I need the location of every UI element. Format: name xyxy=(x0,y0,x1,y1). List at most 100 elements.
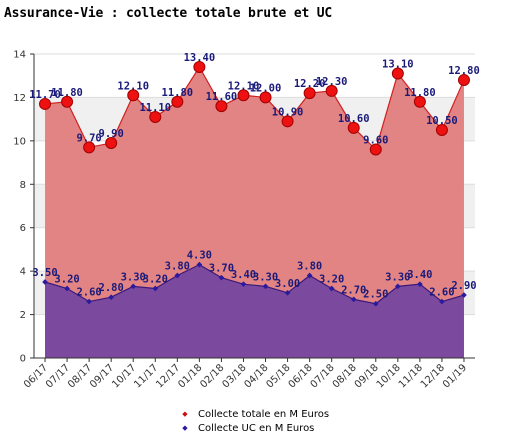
data-label-total: 12.00 xyxy=(250,82,282,94)
data-label-total: 11.80 xyxy=(51,87,83,99)
data-point-total xyxy=(259,91,272,104)
data-label-total: 12.80 xyxy=(448,65,480,77)
data-label-uc: 3.20 xyxy=(54,274,79,286)
data-label-uc: 3.50 xyxy=(32,267,57,279)
x-tick-label: 10/18 xyxy=(375,362,403,390)
legend-item-total: ◆ Collecte totale en M Euros xyxy=(178,407,329,421)
data-label-total: 10.50 xyxy=(426,115,458,127)
data-label-total: 11.10 xyxy=(139,102,171,114)
data-point-uc xyxy=(196,261,203,268)
data-point-uc xyxy=(350,296,357,303)
x-tick-label: 01/18 xyxy=(176,362,204,390)
data-point-total xyxy=(215,100,228,113)
x-tick-label: 11/18 xyxy=(397,362,425,390)
data-label-uc: 2.60 xyxy=(429,287,454,299)
data-point-uc xyxy=(152,285,159,292)
data-point-uc xyxy=(439,298,445,305)
data-point-uc xyxy=(306,272,313,279)
data-label-uc: 2.80 xyxy=(99,282,124,294)
y-tick-label: 14 xyxy=(13,50,26,61)
data-point-uc xyxy=(372,300,379,307)
chart-title: Assurance-Vie : collecte totale brute et… xyxy=(4,6,332,21)
data-point-uc xyxy=(174,272,181,279)
y-tick-label: 4 xyxy=(20,267,26,278)
legend-symbol-uc: ◆ xyxy=(182,424,188,432)
data-point-uc xyxy=(417,281,423,287)
data-label-total: 10.90 xyxy=(272,106,304,118)
y-tick-label: 2 xyxy=(20,310,26,321)
data-point-uc xyxy=(262,283,269,290)
x-tick-label: 01/19 xyxy=(441,362,469,390)
data-point-total xyxy=(457,74,470,87)
data-point-uc xyxy=(461,292,467,298)
data-label-uc: 2.60 xyxy=(76,287,101,299)
data-label-uc: 3.40 xyxy=(231,269,256,281)
data-label-uc: 3.30 xyxy=(253,271,278,283)
data-label-total: 11.80 xyxy=(162,87,194,99)
x-tick-label: 08/17 xyxy=(66,362,94,390)
data-point-total xyxy=(171,95,184,108)
data-label-total: 12.10 xyxy=(228,80,260,92)
x-tick-label: 03/18 xyxy=(220,362,248,390)
data-point-uc xyxy=(86,298,92,305)
data-label-uc: 3.40 xyxy=(407,269,432,281)
data-point-total xyxy=(369,143,382,156)
data-point-total xyxy=(127,89,140,102)
legend-label-total: Collecte totale en M Euros xyxy=(198,408,330,420)
data-label-uc: 2.90 xyxy=(451,280,476,292)
data-point-uc xyxy=(108,294,115,301)
data-point-total xyxy=(435,124,448,136)
x-tick-label: 06/17 xyxy=(22,362,50,390)
x-tick-label: 08/18 xyxy=(331,362,359,390)
x-tick-label: 04/18 xyxy=(242,362,270,390)
legend-label-uc: Collecte UC en M Euros xyxy=(198,422,315,434)
data-point-uc xyxy=(218,274,225,281)
data-point-uc xyxy=(284,290,291,296)
series-line-1 xyxy=(44,263,465,305)
data-point-total xyxy=(105,137,118,150)
data-point-uc xyxy=(130,283,137,290)
data-label-uc: 4.30 xyxy=(187,250,212,262)
y-tick-label: 10 xyxy=(13,136,26,147)
data-point-total xyxy=(39,97,52,110)
data-point-uc xyxy=(328,285,335,292)
data-label-uc: 3.20 xyxy=(143,274,168,286)
x-tick-label: 09/17 xyxy=(88,362,116,390)
data-label-total: 12.20 xyxy=(294,78,326,90)
data-label-total: 9.90 xyxy=(99,128,124,140)
x-tick-label: 07/17 xyxy=(44,362,72,390)
data-label-total: 11.80 xyxy=(404,87,436,99)
x-tick-label: 12/18 xyxy=(419,362,447,390)
legend-item-uc: ◆ Collecte UC en M Euros xyxy=(178,421,329,435)
data-label-total: 11.60 xyxy=(206,91,238,103)
data-label-total: 13.10 xyxy=(382,59,414,71)
data-label-total: 12.30 xyxy=(316,76,348,88)
legend: ◆ Collecte totale en M Euros ◆ Collecte … xyxy=(178,407,329,435)
data-label-uc: 3.80 xyxy=(165,260,190,272)
y-tick-label: 8 xyxy=(20,180,26,191)
series-line-0 xyxy=(44,65,465,151)
data-point-uc xyxy=(64,285,70,292)
data-label-uc: 2.50 xyxy=(363,289,388,301)
x-tick-label: 06/18 xyxy=(287,362,315,390)
data-point-total xyxy=(61,95,74,108)
data-label-uc: 2.70 xyxy=(341,284,366,296)
x-tick-label: 05/18 xyxy=(265,362,293,390)
data-label-total: 13.40 xyxy=(184,52,216,64)
data-point-total xyxy=(149,110,162,123)
data-point-uc xyxy=(240,281,247,287)
data-label-total: 9.60 xyxy=(363,135,388,147)
data-point-total xyxy=(83,141,96,154)
data-point-total xyxy=(347,121,360,134)
y-tick-label: 0 xyxy=(20,354,26,365)
legend-symbol-total: ◆ xyxy=(182,410,188,418)
series-area-0 xyxy=(45,67,464,359)
data-label-uc: 3.00 xyxy=(275,278,300,290)
data-label-uc: 3.30 xyxy=(385,271,410,283)
data-label-total: 10.60 xyxy=(338,113,370,125)
x-tick-label: 07/18 xyxy=(309,362,337,390)
data-point-uc xyxy=(394,283,401,290)
data-point-total xyxy=(237,89,250,102)
x-tick-label: 10/17 xyxy=(110,362,138,390)
